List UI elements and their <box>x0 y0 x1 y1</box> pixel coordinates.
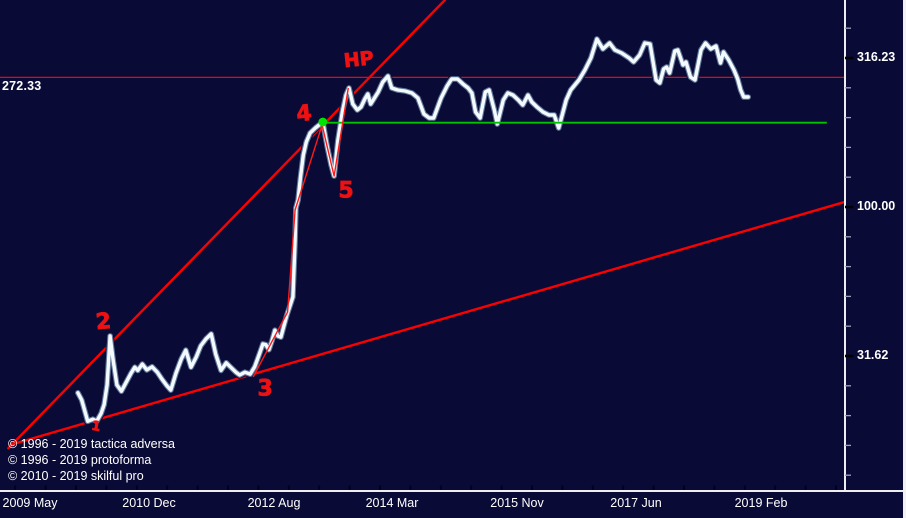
annotation-wave-4[interactable]: 4 <box>295 100 314 127</box>
x-axis-label: 2015 Nov <box>490 496 544 510</box>
wave4-dot[interactable] <box>318 117 328 127</box>
price-series-line <box>76 37 750 423</box>
x-axis-label: 2010 Dec <box>122 496 176 510</box>
x-axis-label: 2019 Feb <box>734 496 788 510</box>
x-axis-label: 2012 Aug <box>247 496 301 510</box>
y-axis-label: 100.00 <box>857 199 896 213</box>
x-axis-scale[interactable]: 2009 May 2010 Dec 2012 Aug 2014 Mar 2015… <box>0 491 906 518</box>
y-axis-label: 316.23 <box>857 50 896 64</box>
copyright-block: © 1996 - 2019 tactica adversa © 1996 - 2… <box>8 436 175 484</box>
annotation-wave-hp[interactable]: HP <box>342 47 375 73</box>
copyright-line: © 2010 - 2019 skilful pro <box>8 469 144 483</box>
price-level-label[interactable]: 272.33 <box>2 79 42 93</box>
annotation-wave-2[interactable]: 2 <box>94 309 112 336</box>
lower-trendline[interactable] <box>8 200 847 447</box>
y-axis-scale[interactable]: 316.23 100.00 31.62 <box>846 0 903 490</box>
copyright-line: © 1996 - 2019 protoforma <box>8 453 152 467</box>
window-right-border <box>903 0 906 518</box>
copyright-line: © 1996 - 2019 tactica adversa <box>8 437 175 451</box>
x-axis-label: 2017 Jun <box>610 496 662 510</box>
y-axis-label: 31.62 <box>857 348 889 362</box>
annotation-wave-5[interactable]: 5 <box>338 178 354 204</box>
x-axis-label: 2009 May <box>2 496 58 510</box>
wave-trace-line[interactable] <box>252 87 349 378</box>
x-axis-label: 2014 Mar <box>365 496 419 510</box>
annotation-wave-3[interactable]: 3 <box>257 376 273 402</box>
annotation-wave-1[interactable]: 1 <box>90 418 102 435</box>
upper-trendline[interactable] <box>7 0 447 450</box>
